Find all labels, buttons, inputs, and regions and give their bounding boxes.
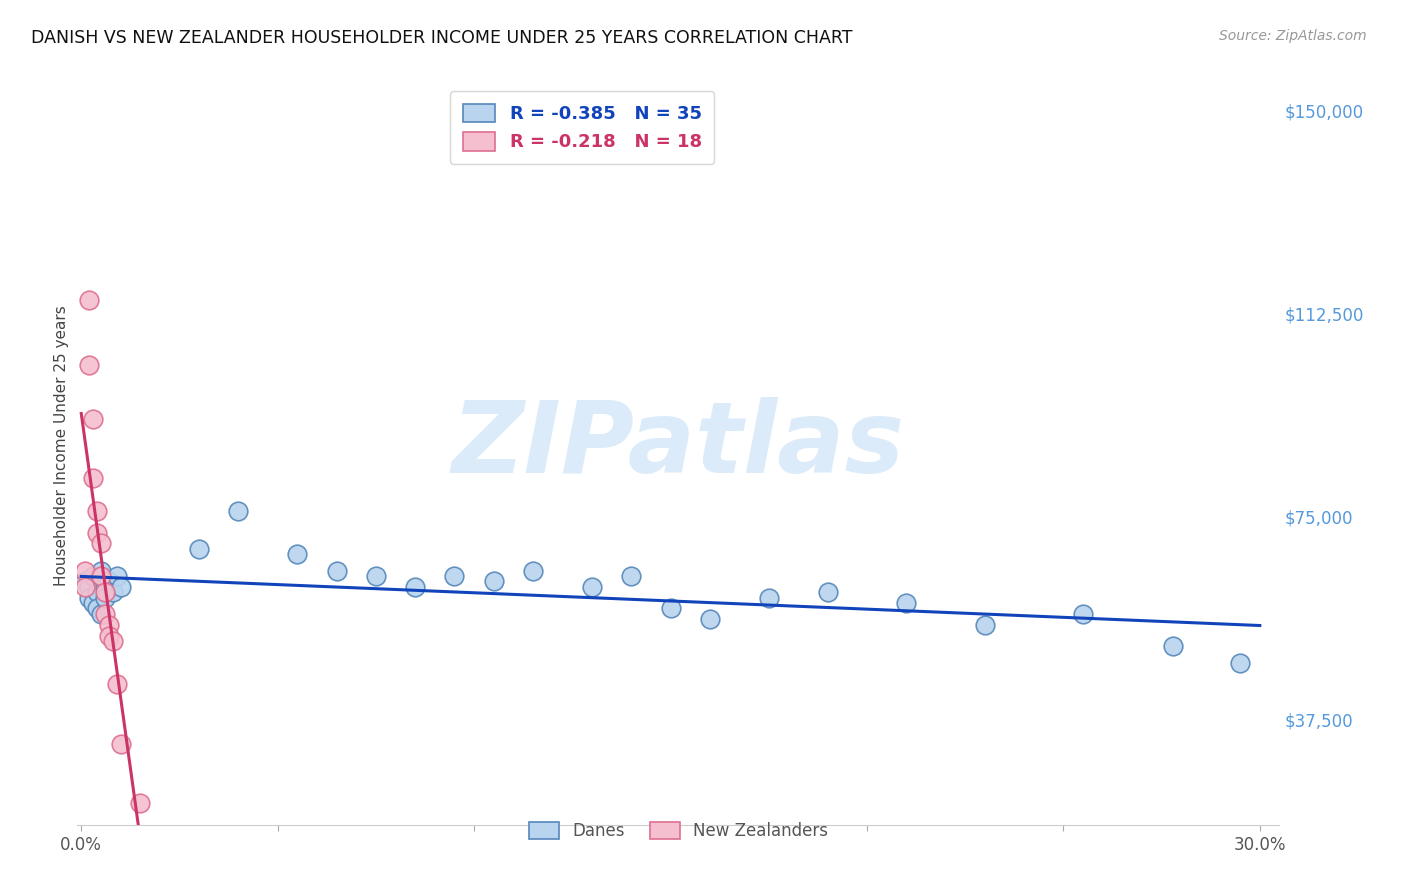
Point	[97, 628, 120, 642]
Point	[758, 591, 780, 605]
Point	[94, 591, 117, 605]
Point	[94, 580, 117, 594]
Point	[896, 596, 918, 610]
Point	[110, 737, 132, 751]
Point	[86, 525, 108, 540]
Point	[404, 580, 426, 594]
Point	[973, 617, 995, 632]
Point	[817, 585, 839, 599]
Text: DANISH VS NEW ZEALANDER HOUSEHOLDER INCOME UNDER 25 YEARS CORRELATION CHART: DANISH VS NEW ZEALANDER HOUSEHOLDER INCO…	[31, 29, 852, 46]
Point	[82, 569, 104, 583]
Text: ZIPatlas: ZIPatlas	[451, 398, 905, 494]
Point	[82, 471, 104, 485]
Point	[188, 541, 211, 556]
Point	[77, 293, 100, 307]
Point	[581, 580, 603, 594]
Point	[90, 569, 112, 583]
Point	[620, 569, 643, 583]
Point	[97, 617, 120, 632]
Point	[1163, 640, 1185, 654]
Point	[94, 607, 117, 621]
Point	[77, 580, 100, 594]
Point	[90, 607, 112, 621]
Point	[285, 547, 308, 561]
Point	[94, 585, 117, 599]
Point	[82, 412, 104, 426]
Point	[86, 601, 108, 615]
Point	[1071, 607, 1094, 621]
Point	[699, 612, 721, 626]
Point	[82, 596, 104, 610]
Point	[101, 634, 124, 648]
Point	[1229, 656, 1251, 670]
Point	[75, 564, 97, 578]
Point	[86, 585, 108, 599]
Point	[364, 569, 387, 583]
Point	[659, 601, 682, 615]
Point	[105, 677, 128, 691]
Point	[75, 580, 97, 594]
Point	[86, 504, 108, 518]
Point	[77, 591, 100, 605]
Point	[90, 564, 112, 578]
Point	[228, 504, 250, 518]
Point	[101, 585, 124, 599]
Point	[325, 564, 347, 578]
Point	[110, 580, 132, 594]
Legend: Danes, New Zealanders: Danes, New Zealanders	[522, 815, 835, 847]
Text: Source: ZipAtlas.com: Source: ZipAtlas.com	[1219, 29, 1367, 43]
Point	[77, 358, 100, 372]
Point	[482, 574, 505, 589]
Point	[97, 574, 120, 589]
Point	[522, 564, 544, 578]
Point	[129, 797, 152, 811]
Y-axis label: Householder Income Under 25 years: Householder Income Under 25 years	[53, 306, 69, 586]
Point	[105, 569, 128, 583]
Point	[90, 536, 112, 550]
Point	[75, 574, 97, 589]
Point	[443, 569, 465, 583]
